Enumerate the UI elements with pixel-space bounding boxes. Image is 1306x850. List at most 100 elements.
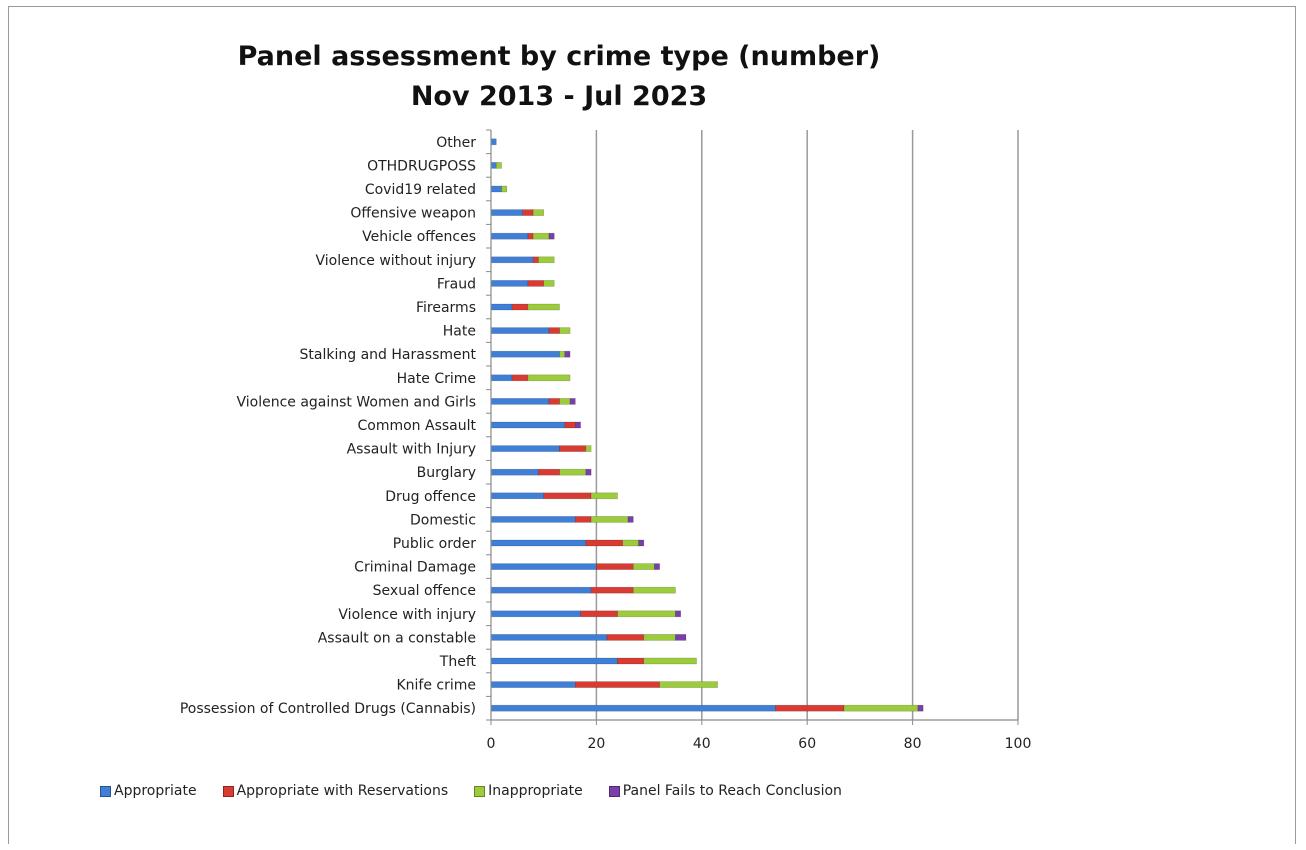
bar-3-18 xyxy=(527,303,560,311)
bar-3-17 xyxy=(559,327,571,334)
legend-item: Panel Fails to Reach Conclusion xyxy=(608,783,842,799)
bar-3-3 xyxy=(643,657,697,665)
category-label: Assault on a constable xyxy=(318,630,476,646)
category-label: Violence with injury xyxy=(338,607,476,623)
category-label: Sexual offence xyxy=(373,583,476,599)
bar-3-16 xyxy=(559,350,566,358)
bar-2-4 xyxy=(606,634,645,641)
legend-swatch xyxy=(608,785,620,797)
bar-1-8 xyxy=(490,539,587,547)
bar-2-10 xyxy=(543,492,592,500)
bar-4-8 xyxy=(638,539,645,547)
bar-3-4 xyxy=(643,634,676,641)
bar-1-17 xyxy=(490,327,550,334)
category-label: Other xyxy=(436,135,476,151)
bar-3-11 xyxy=(559,468,587,476)
category-label: Vehicle offences xyxy=(362,229,476,245)
bar-4-11 xyxy=(585,468,592,476)
bar-1-10 xyxy=(490,492,545,500)
bar-1-6 xyxy=(490,586,592,594)
x-tick-label: 60 xyxy=(798,736,816,752)
bar-1-4 xyxy=(490,634,608,641)
category-label: Covid19 related xyxy=(365,182,476,198)
bar-3-9 xyxy=(590,516,629,523)
bar-2-17 xyxy=(548,327,560,334)
bar-3-22 xyxy=(532,209,544,216)
bar-2-5 xyxy=(580,610,618,618)
legend-label: Panel Fails to Reach Conclusion xyxy=(622,783,842,799)
bar-1-25 xyxy=(490,138,497,146)
legend-label: Appropriate xyxy=(114,783,197,799)
bar-3-21 xyxy=(532,232,550,240)
bar-2-22 xyxy=(522,209,534,216)
bar-1-15 xyxy=(490,374,513,382)
x-tick-label: 20 xyxy=(587,736,605,752)
bar-2-2 xyxy=(575,681,660,688)
bar-1-13 xyxy=(490,421,566,429)
bar-3-2 xyxy=(659,681,718,688)
category-label: Knife crime xyxy=(396,678,476,694)
category-label: Violence without injury xyxy=(315,253,476,269)
category-label: Stalking and Harassment xyxy=(300,347,477,363)
bar-3-19 xyxy=(543,280,555,287)
bar-1-14 xyxy=(490,398,550,405)
category-label: Common Assault xyxy=(357,418,476,434)
bar-2-1 xyxy=(775,704,845,712)
bar-4-4 xyxy=(675,634,687,641)
bar-1-21 xyxy=(490,232,529,240)
x-tick-label: 80 xyxy=(904,736,922,752)
bar-3-8 xyxy=(622,539,639,547)
bar-3-24 xyxy=(495,162,502,169)
bar-1-23 xyxy=(490,185,502,193)
category-label: Burglary xyxy=(417,465,476,481)
category-label: Domestic xyxy=(410,512,476,528)
bar-1-7 xyxy=(490,563,597,570)
bar-1-11 xyxy=(490,468,539,476)
category-label: Public order xyxy=(393,536,476,552)
legend-item: Appropriate with Reservations xyxy=(222,783,448,799)
bar-3-14 xyxy=(559,398,571,405)
category-label: OTHDRUGPOSS xyxy=(367,158,476,174)
category-label: Theft xyxy=(439,654,477,670)
bar-2-18 xyxy=(511,303,529,311)
bar-4-9 xyxy=(627,516,634,523)
category-label: Assault with Injury xyxy=(347,442,476,458)
bar-1-16 xyxy=(490,350,560,358)
bar-2-13 xyxy=(564,421,576,429)
bar-3-10 xyxy=(590,492,618,500)
legend-swatch xyxy=(474,785,486,797)
bar-2-21 xyxy=(527,232,534,240)
bar-4-21 xyxy=(548,232,555,240)
bar-1-12 xyxy=(490,445,560,452)
bar-2-7 xyxy=(596,563,634,570)
bar-2-9 xyxy=(575,516,592,523)
legend-label: Inappropriate xyxy=(488,783,583,799)
bar-3-23 xyxy=(501,185,508,193)
bar-4-16 xyxy=(564,350,571,358)
bar-3-15 xyxy=(527,374,571,382)
bar-4-7 xyxy=(654,563,660,570)
chart-title: Panel assessment by crime type (number) xyxy=(237,41,881,72)
bar-1-3 xyxy=(490,657,618,665)
category-label: Hate Crime xyxy=(397,371,476,387)
legend-item: Appropriate xyxy=(100,783,197,799)
bar-2-19 xyxy=(527,280,545,287)
bar-1-1 xyxy=(490,704,776,712)
bar-2-11 xyxy=(538,468,560,476)
chart-subtitle: Nov 2013 - Jul 2023 xyxy=(410,81,708,112)
bar-3-12 xyxy=(585,445,592,452)
bar-1-9 xyxy=(490,516,576,523)
bar-2-14 xyxy=(548,398,560,405)
bar-3-20 xyxy=(538,256,555,264)
legend-swatch xyxy=(222,785,234,797)
bar-4-13 xyxy=(575,421,581,429)
bar-4-5 xyxy=(675,610,682,618)
x-tick-label: 100 xyxy=(1005,736,1032,752)
bar-1-24 xyxy=(490,162,497,169)
category-label: Criminal Damage xyxy=(354,560,476,576)
category-label: Firearms xyxy=(416,300,476,316)
bar-2-6 xyxy=(590,586,634,594)
category-label: Drug offence xyxy=(385,489,476,505)
bar-2-15 xyxy=(511,374,529,382)
